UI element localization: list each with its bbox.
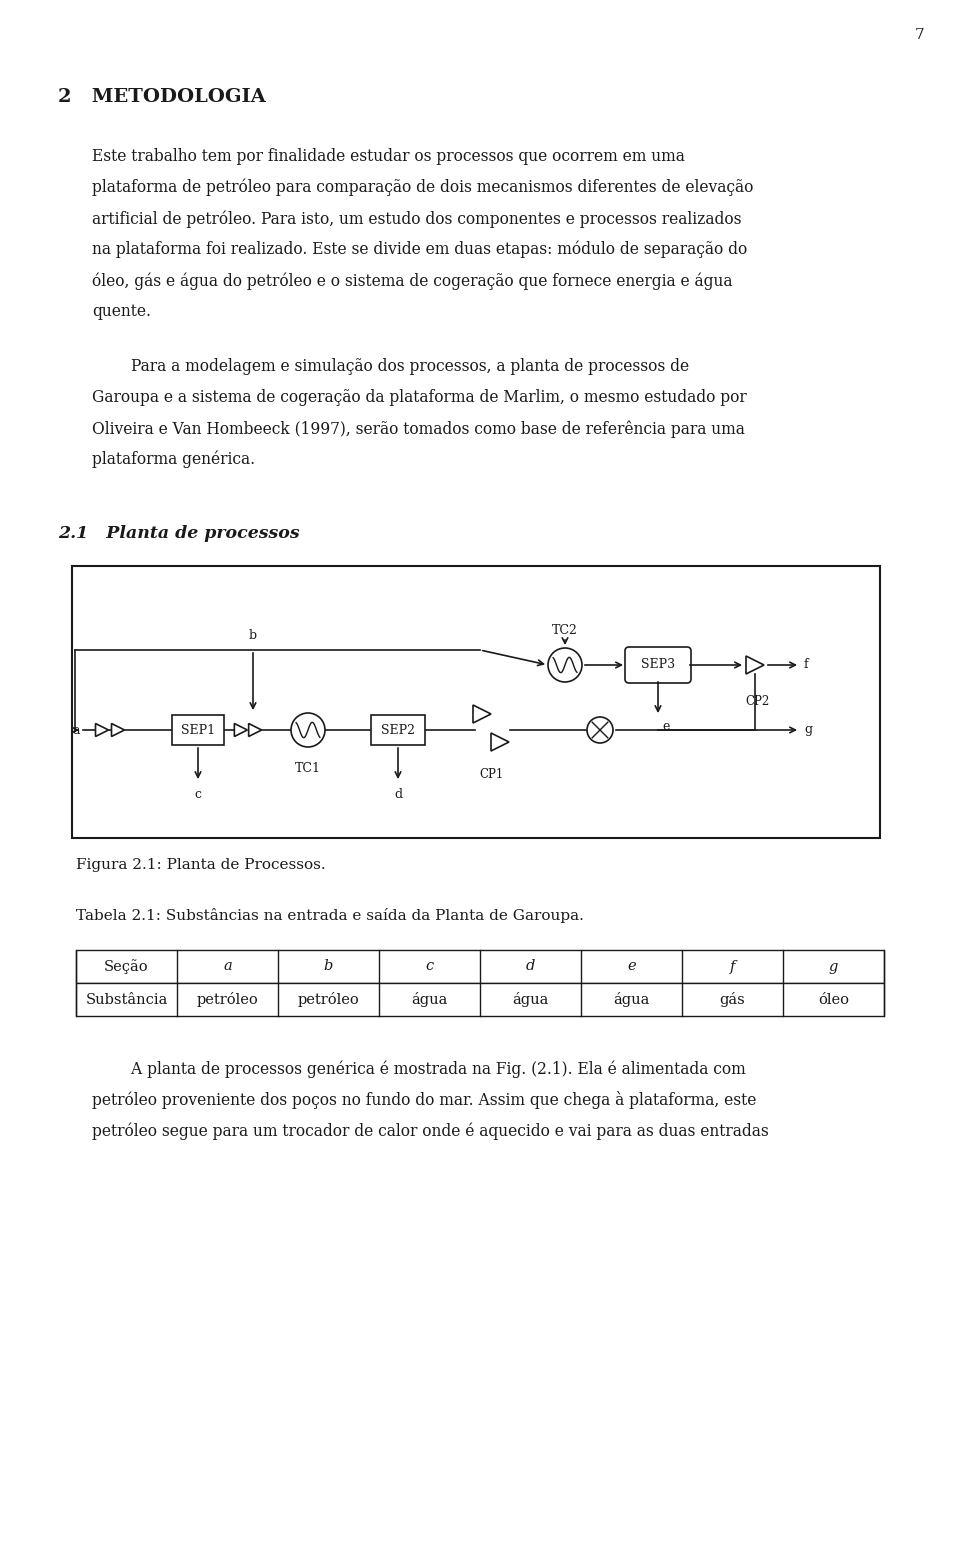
Text: b: b <box>324 959 333 973</box>
Text: óleo, gás e água do petróleo e o sistema de cogeração que fornece energia e água: óleo, gás e água do petróleo e o sistema… <box>92 272 732 290</box>
Bar <box>371 715 425 745</box>
Text: quente.: quente. <box>92 304 151 319</box>
Text: na plataforma foi realizado. Este se divide em duas etapas: módulo de separação : na plataforma foi realizado. Este se div… <box>92 241 747 258</box>
Text: 2.1   Planta de processos: 2.1 Planta de processos <box>58 524 300 541</box>
Text: c: c <box>195 789 202 801</box>
Bar <box>72 567 880 837</box>
Text: TC1: TC1 <box>295 762 321 775</box>
Text: petróleo segue para um trocador de calor onde é aquecido e vai para as duas entr: petróleo segue para um trocador de calor… <box>92 1122 769 1139</box>
Text: TC2: TC2 <box>552 624 578 637</box>
Text: c: c <box>425 959 434 973</box>
Polygon shape <box>473 704 491 723</box>
FancyBboxPatch shape <box>625 646 691 682</box>
Circle shape <box>587 717 613 743</box>
Polygon shape <box>95 723 108 737</box>
Text: petróleo: petróleo <box>197 992 258 1006</box>
Text: petróleo: petróleo <box>298 992 359 1006</box>
Text: água: água <box>613 992 650 1006</box>
Text: d: d <box>526 959 535 973</box>
Text: Para a modelagem e simulação dos processos, a planta de processos de: Para a modelagem e simulação dos process… <box>92 358 689 376</box>
Text: plataforma de petróleo para comparação de dois mecanismos diferentes de elevação: plataforma de petróleo para comparação d… <box>92 178 754 197</box>
Text: e: e <box>627 959 636 973</box>
Text: b: b <box>249 629 257 642</box>
Text: gás: gás <box>720 992 745 1006</box>
Text: SEP1: SEP1 <box>180 723 215 737</box>
Circle shape <box>291 714 325 747</box>
Text: CP2: CP2 <box>745 695 769 707</box>
Polygon shape <box>746 656 764 675</box>
Text: água: água <box>513 992 549 1006</box>
Text: Substância: Substância <box>85 992 168 1006</box>
Text: g: g <box>828 959 838 973</box>
Text: SEP2: SEP2 <box>381 723 415 737</box>
Text: SEP3: SEP3 <box>641 659 675 671</box>
Text: Garoupa e a sistema de cogeração da plataforma de Marlim, o mesmo estudado por: Garoupa e a sistema de cogeração da plat… <box>92 390 747 405</box>
Polygon shape <box>249 723 262 737</box>
Text: Tabela 2.1: Substâncias na entrada e saída da Planta de Garoupa.: Tabela 2.1: Substâncias na entrada e saí… <box>76 908 584 923</box>
Bar <box>76 983 884 1016</box>
Text: d: d <box>394 789 402 801</box>
Bar <box>172 715 224 745</box>
Text: a: a <box>223 959 232 973</box>
Text: Figura 2.1: Planta de Processos.: Figura 2.1: Planta de Processos. <box>76 858 325 872</box>
Text: Seção: Seção <box>105 959 149 973</box>
Polygon shape <box>491 732 509 751</box>
Polygon shape <box>234 723 248 737</box>
Polygon shape <box>111 723 125 737</box>
Text: f: f <box>730 959 735 973</box>
Text: f: f <box>804 659 808 671</box>
Circle shape <box>548 648 582 682</box>
Text: Este trabalho tem por finalidade estudar os processos que ocorrem em uma: Este trabalho tem por finalidade estudar… <box>92 149 684 164</box>
Text: artificial de petróleo. Para isto, um estudo dos componentes e processos realiza: artificial de petróleo. Para isto, um es… <box>92 210 741 227</box>
Text: petróleo proveniente dos poços no fundo do mar. Assim que chega à plataforma, es: petróleo proveniente dos poços no fundo … <box>92 1091 756 1110</box>
Text: CP1: CP1 <box>479 768 503 781</box>
Text: água: água <box>411 992 447 1006</box>
Text: 2   METODOLOGIA: 2 METODOLOGIA <box>58 88 266 106</box>
Text: e: e <box>662 720 669 732</box>
Text: g: g <box>804 723 812 737</box>
Bar <box>76 950 884 983</box>
Text: Oliveira e Van Hombeeck (1997), serão tomados como base de referência para uma: Oliveira e Van Hombeeck (1997), serão to… <box>92 419 745 438</box>
Text: 7: 7 <box>915 28 924 42</box>
Text: óleo: óleo <box>818 992 849 1006</box>
Text: A planta de processos genérica é mostrada na Fig. (2.1). Ela é alimentada com: A planta de processos genérica é mostrad… <box>92 1060 746 1077</box>
Text: a: a <box>73 723 80 737</box>
Text: plataforma genérica.: plataforma genérica. <box>92 451 255 468</box>
